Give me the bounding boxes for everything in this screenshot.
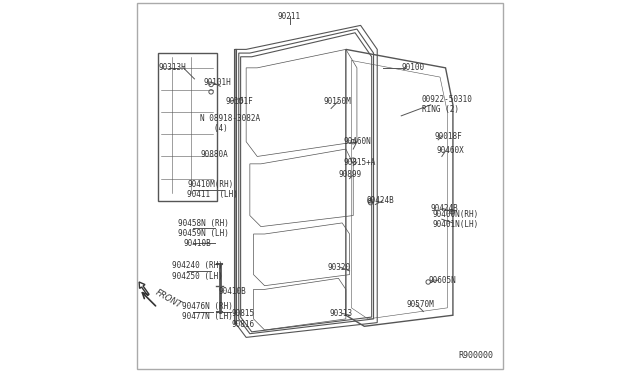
Text: 90424B: 90424B [431, 203, 458, 213]
Text: 90424B: 90424B [366, 196, 394, 205]
Text: 90815+A: 90815+A [344, 157, 376, 167]
Text: 904240 (RH)
904250 (LH): 904240 (RH) 904250 (LH) [172, 261, 223, 280]
Text: 90410B: 90410B [218, 287, 246, 296]
Text: FRONT: FRONT [154, 288, 183, 310]
Text: 90460X: 90460X [436, 147, 464, 155]
Text: 90899: 90899 [339, 170, 362, 179]
Text: 90211: 90211 [278, 12, 301, 21]
Text: 90460N: 90460N [344, 137, 372, 146]
Text: 90150M: 90150M [324, 97, 351, 106]
Text: 90816: 90816 [232, 320, 255, 329]
Text: 90458N (RH)
90459N (LH): 90458N (RH) 90459N (LH) [178, 219, 228, 238]
Text: 90605N: 90605N [429, 276, 457, 285]
Text: 90101H: 90101H [204, 78, 232, 87]
Text: 90476N (RH)
90477N (LH): 90476N (RH) 90477N (LH) [182, 302, 232, 321]
Text: 90018F: 90018F [435, 132, 462, 141]
Text: 90400N(RH)
90401N(LH): 90400N(RH) 90401N(LH) [433, 209, 479, 229]
Text: 90101F: 90101F [226, 97, 253, 106]
Text: 90880A: 90880A [200, 150, 228, 159]
Text: 90410B: 90410B [184, 239, 211, 248]
Text: N 08918-3082A
   (4): N 08918-3082A (4) [200, 113, 260, 133]
Text: 90313H: 90313H [158, 63, 186, 72]
Text: 90313: 90313 [329, 309, 353, 318]
Text: 90570M: 90570M [407, 300, 435, 309]
Text: 90815: 90815 [232, 309, 255, 318]
Text: R900000: R900000 [458, 350, 493, 359]
Text: 90100: 90100 [401, 63, 424, 72]
Text: 90320: 90320 [328, 263, 351, 272]
Text: 00922-50310
RING (2): 00922-50310 RING (2) [422, 95, 472, 115]
Text: 90410M(RH)
90411  (LH): 90410M(RH) 90411 (LH) [187, 180, 238, 199]
